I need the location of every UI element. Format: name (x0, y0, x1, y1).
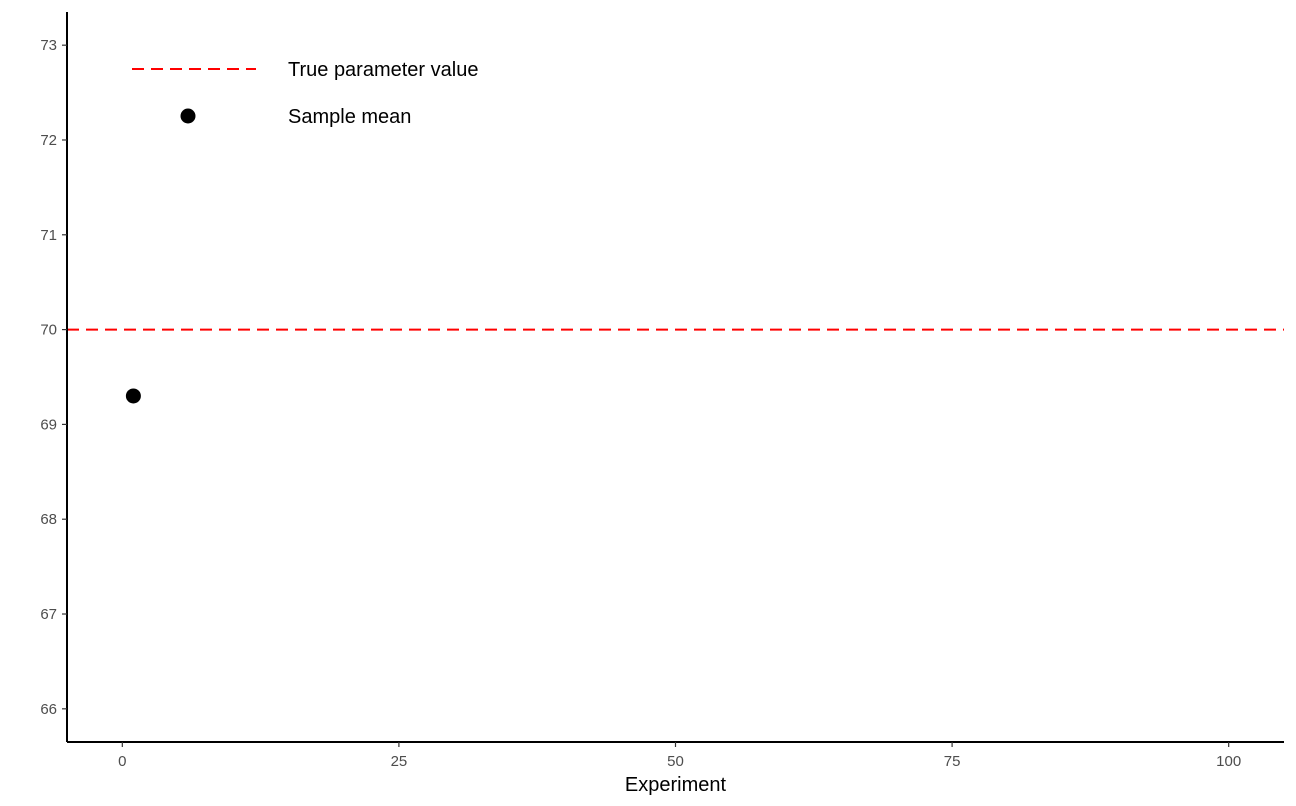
legend-label: True parameter value (288, 59, 478, 81)
x-axis-ticks: 0 25 50 75 100 (118, 742, 1241, 770)
x-tick-label: 50 (667, 753, 684, 770)
x-tick-label: 25 (391, 753, 408, 770)
x-tick-label: 100 (1216, 753, 1241, 770)
x-tick-label: 75 (944, 753, 961, 770)
sample-mean-point (125, 388, 141, 404)
legend-key-point (180, 108, 196, 124)
y-tick-label: 70 (40, 322, 57, 339)
plot-area (67, 328, 1284, 404)
x-axis-title: Experiment (625, 774, 727, 796)
y-tick-label: 73 (40, 37, 57, 54)
y-tick-label: 69 (40, 416, 57, 433)
y-tick-label: 67 (40, 606, 57, 623)
legend: True parameter value Sample mean (132, 59, 478, 128)
y-tick-label: 71 (40, 227, 57, 244)
x-tick-label: 0 (118, 753, 126, 770)
y-tick-label: 72 (40, 132, 57, 149)
y-tick-label: 68 (40, 511, 57, 528)
y-axis-ticks: 66 67 68 69 70 71 72 73 (40, 37, 67, 718)
legend-label: Sample mean (288, 106, 411, 128)
axes: 66 67 68 69 70 71 72 73 0 25 50 75 100 Experiment (40, 12, 1284, 796)
y-tick-label: 66 (40, 701, 57, 718)
